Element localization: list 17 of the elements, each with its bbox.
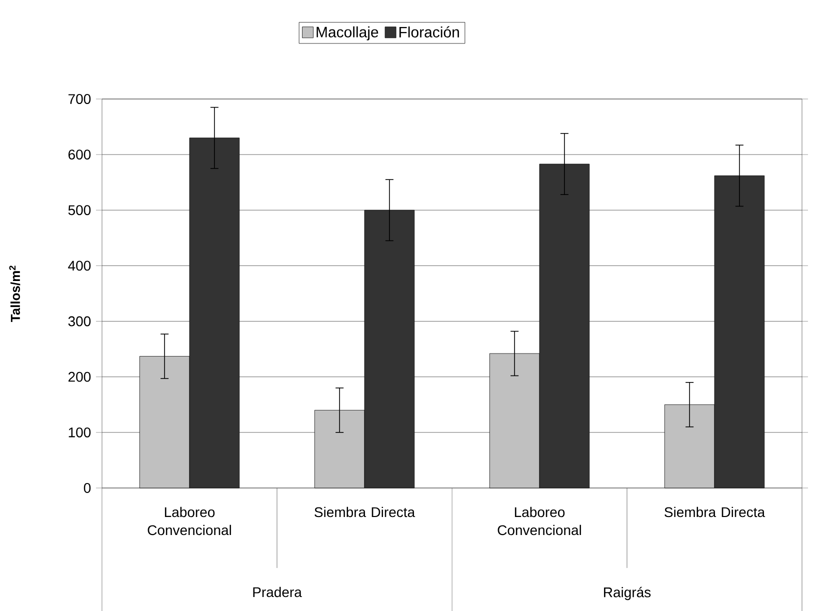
y-tick-label: 400 [68,260,91,271]
y-tick-label: 300 [68,316,91,326]
text: Raigrás [604,586,651,600]
y-axis-title: Tallos/m$^{2}$ [9,266,20,322]
legend-label: Macollaje [316,26,378,40]
y-tick-label: 600 [68,150,91,160]
y-tick-label: 500 [68,205,91,216]
legend-label: Floración [399,26,459,38]
y-tick-label: 200 [68,372,91,382]
y-tick-label: 700 [68,94,91,104]
y-tick-label: 0 [84,483,91,493]
y-tick-label: 100 [68,427,91,438]
x-tick-label: Laboreo Convencional [148,506,231,536]
text: Pradera [253,586,302,598]
x-tick-label: Laboreo Convencional [498,506,581,536]
x-tick-label: Siembra Directa [314,506,416,518]
x-tick-label: Siembra Directa [664,506,766,518]
